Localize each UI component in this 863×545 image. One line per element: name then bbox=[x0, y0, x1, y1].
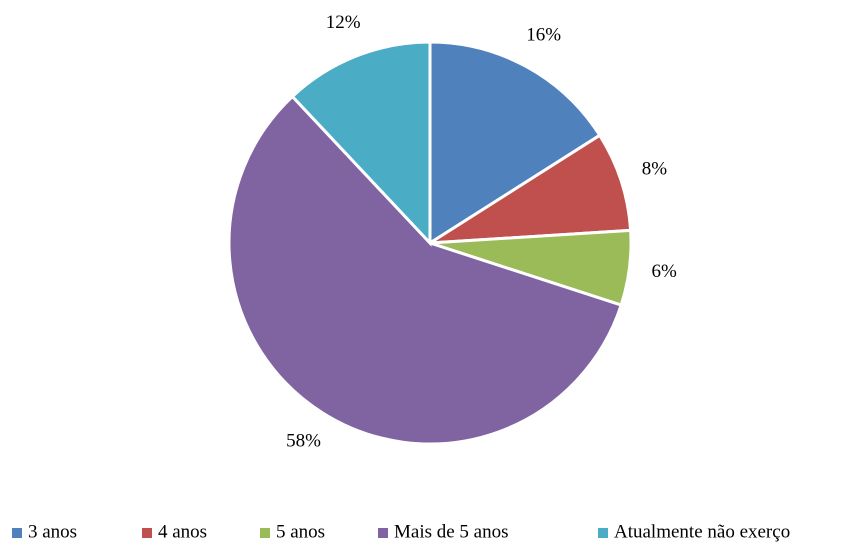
legend-swatch bbox=[378, 528, 388, 538]
data-label: 58% bbox=[286, 431, 321, 452]
legend-label: Mais de 5 anos bbox=[394, 521, 509, 542]
legend-label: 4 anos bbox=[158, 521, 207, 542]
legend-swatch bbox=[12, 528, 22, 538]
data-label: 12% bbox=[326, 12, 361, 33]
legend-swatch bbox=[260, 528, 270, 538]
pie-slice bbox=[227, 94, 624, 446]
pie-slice bbox=[290, 40, 432, 247]
legend-swatch bbox=[598, 528, 608, 538]
legend-label: 5 anos bbox=[276, 521, 325, 542]
legend-label: 3 anos bbox=[28, 521, 77, 542]
data-label: 6% bbox=[651, 261, 677, 282]
data-label: 8% bbox=[642, 158, 668, 179]
pie-slice bbox=[429, 133, 633, 245]
data-label: 16% bbox=[526, 25, 561, 46]
legend-swatch bbox=[142, 528, 152, 538]
legend-label: Atualmente não exerço bbox=[614, 521, 790, 542]
pie-slice bbox=[428, 40, 602, 246]
